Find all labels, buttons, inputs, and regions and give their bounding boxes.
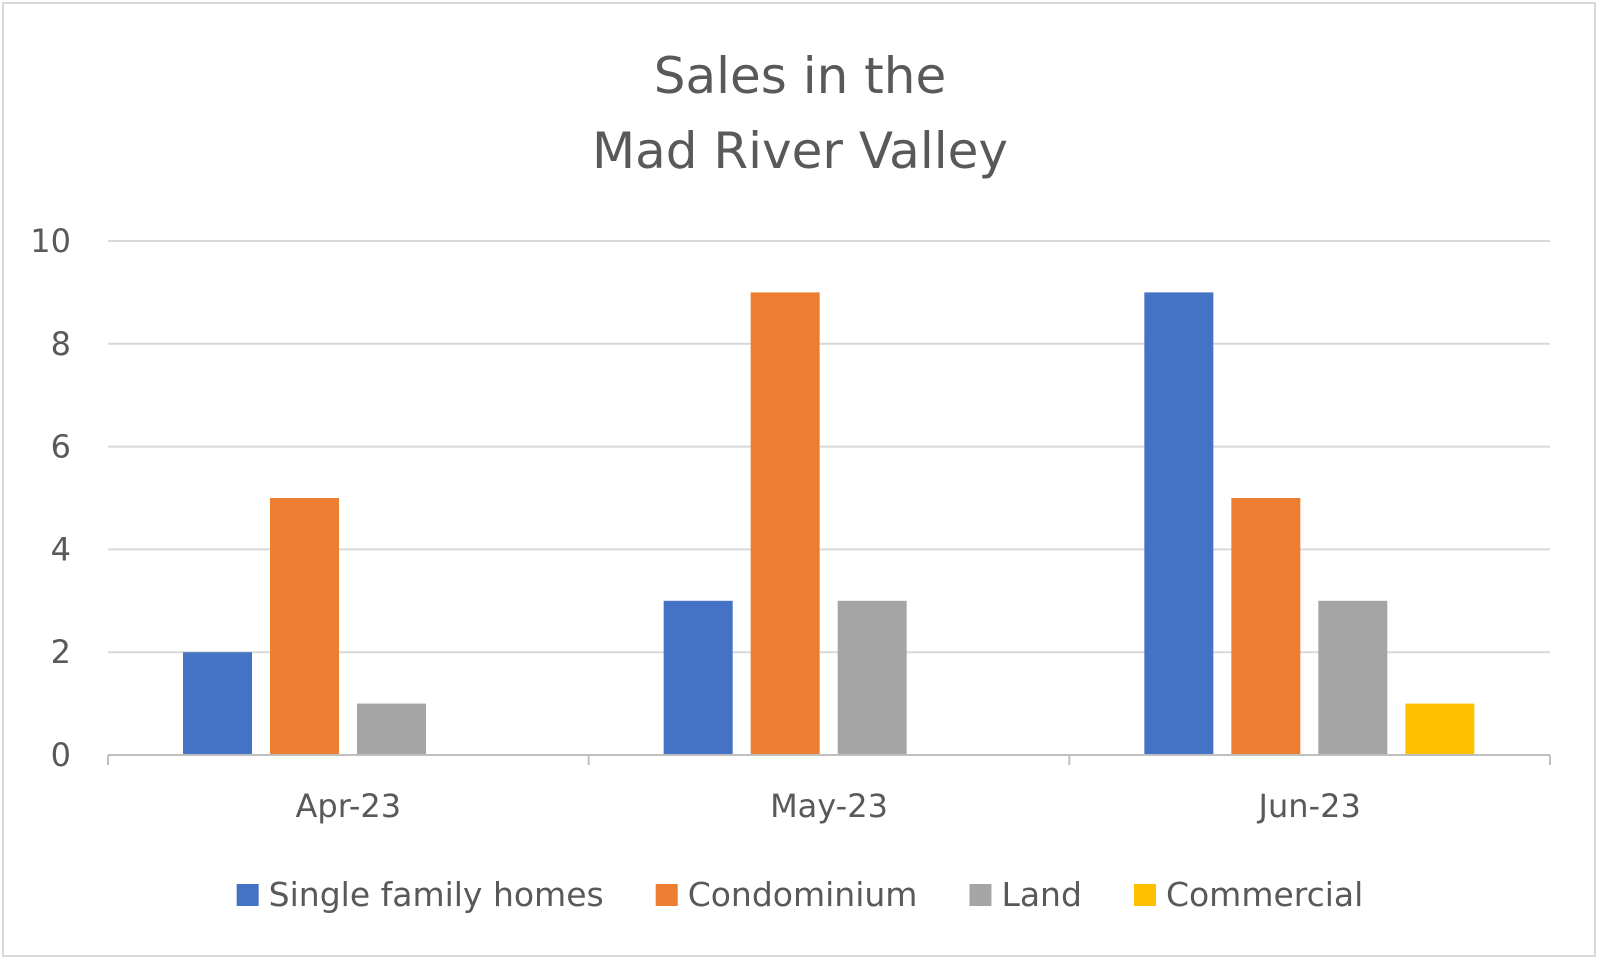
legend-label-commercial: Commercial <box>1166 875 1363 914</box>
x-axis: Apr-23 May-23 Jun-23 <box>107 754 1551 825</box>
legend-label-condominium: Condominium <box>688 875 918 914</box>
bar-land-apr-23 <box>357 703 426 755</box>
gridlines <box>108 240 1550 654</box>
bar-commercial-jun-23 <box>1405 703 1475 755</box>
bar-single-family-homes-jun-23 <box>1144 292 1214 755</box>
bar-condominium-jun-23 <box>1231 498 1301 755</box>
legend-swatch-commercial <box>1133 884 1156 906</box>
y-tick-label: 2 <box>51 633 71 671</box>
x-tick-label-jun-23: Jun-23 <box>1257 787 1361 825</box>
bar-condominium-apr-23 <box>270 498 339 755</box>
legend-label-single-family-homes: Single family homes <box>269 875 604 914</box>
chart-title-line-1: Sales in the <box>654 47 947 105</box>
x-tick-label-may-23: May-23 <box>770 787 888 825</box>
y-axis-ticks: 0 2 4 6 8 10 <box>30 222 71 774</box>
bar-single-family-homes-apr-23 <box>183 652 252 755</box>
y-tick-label: 10 <box>30 222 71 260</box>
y-tick-label: 4 <box>51 530 71 568</box>
y-tick-label: 6 <box>51 428 71 466</box>
x-tick-label-apr-23: Apr-23 <box>296 787 402 825</box>
bar-land-may-23 <box>837 600 907 755</box>
bar-condominium-may-23 <box>750 292 820 755</box>
bar-single-family-homes-may-23 <box>663 600 733 755</box>
legend-swatch-single-family-homes <box>236 884 259 906</box>
chart-title-line-2: Mad River Valley <box>592 122 1008 180</box>
y-tick-label: 0 <box>51 736 71 774</box>
bar-land-jun-23 <box>1318 600 1388 755</box>
legend-swatch-condominium <box>655 884 678 906</box>
y-tick-label: 8 <box>51 325 71 363</box>
legend: Single family homes Condominium Land Commer… <box>236 875 1363 914</box>
bars <box>183 292 1475 755</box>
legend-label-land: Land <box>1001 875 1081 914</box>
legend-swatch-land <box>969 884 992 906</box>
